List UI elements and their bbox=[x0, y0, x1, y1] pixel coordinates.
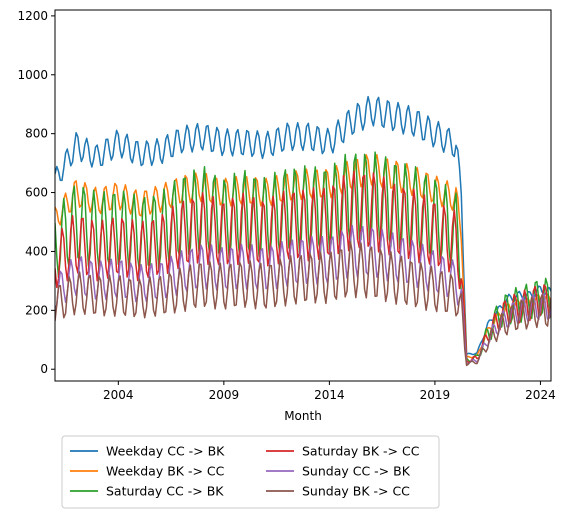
x-tick-label: 2019 bbox=[420, 388, 451, 402]
legend-label: Weekday BK -> CC bbox=[106, 464, 225, 479]
y-tick-label: 200 bbox=[25, 303, 48, 317]
x-tick-label: 2009 bbox=[209, 388, 240, 402]
y-tick-label: 0 bbox=[40, 362, 48, 376]
series-line-5 bbox=[55, 240, 551, 367]
y-tick-label: 800 bbox=[25, 127, 48, 141]
legend-label: Saturday BK -> CC bbox=[302, 444, 420, 459]
y-tick-label: 1000 bbox=[17, 68, 48, 82]
y-tick-label: 1200 bbox=[17, 9, 48, 23]
y-tick-label: 400 bbox=[25, 244, 48, 258]
legend-label: Saturday CC -> BK bbox=[106, 484, 224, 499]
series-line-0 bbox=[55, 95, 551, 356]
x-axis-label: Month bbox=[284, 409, 322, 423]
legend-label: Weekday CC -> BK bbox=[106, 444, 225, 459]
legend-label: Sunday CC -> BK bbox=[302, 464, 411, 479]
x-tick-label: 2024 bbox=[525, 388, 556, 402]
x-tick-label: 2014 bbox=[314, 388, 345, 402]
series-line-3 bbox=[55, 170, 551, 364]
series-line-4 bbox=[55, 224, 551, 365]
plot-frame bbox=[54, 9, 552, 382]
x-tick-label: 2004 bbox=[103, 388, 134, 402]
legend-label: Sunday BK -> CC bbox=[302, 484, 410, 499]
y-tick-label: 600 bbox=[25, 186, 48, 200]
legend-box bbox=[61, 435, 440, 509]
